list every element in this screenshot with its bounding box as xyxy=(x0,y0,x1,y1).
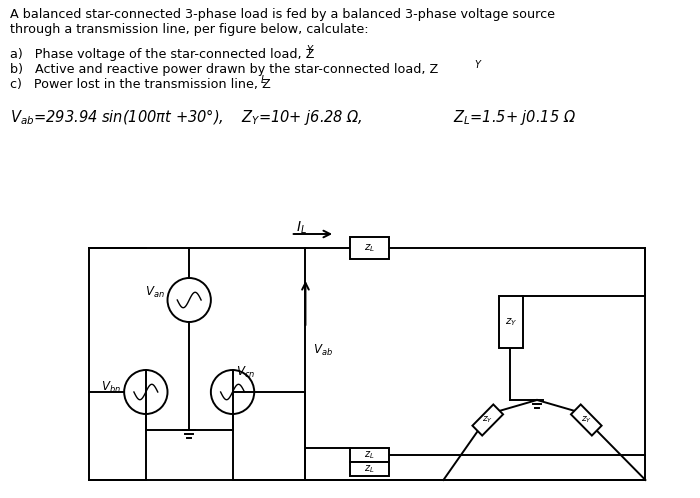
Text: a)   Phase voltage of the star-connected load, Z: a) Phase voltage of the star-connected l… xyxy=(10,48,314,61)
Text: $V_{cn}$: $V_{cn}$ xyxy=(235,365,255,379)
Bar xyxy=(350,448,389,462)
Text: $V_{an}$: $V_{an}$ xyxy=(145,284,164,300)
Text: $z_L$: $z_L$ xyxy=(364,463,374,475)
Polygon shape xyxy=(571,404,601,436)
Text: $V_{ab}$: $V_{ab}$ xyxy=(314,343,333,358)
Text: $z_Y$: $z_Y$ xyxy=(581,415,592,425)
Text: c)   Power lost in the transmission line, Z: c) Power lost in the transmission line, … xyxy=(10,78,271,91)
Text: Y: Y xyxy=(474,60,480,70)
Text: $z_L$: $z_L$ xyxy=(364,242,375,254)
Text: $z_L$: $z_L$ xyxy=(364,449,374,461)
Text: $Z_Y$=10+ j6.28 Ω,: $Z_Y$=10+ j6.28 Ω, xyxy=(241,108,363,127)
Text: $z_Y$: $z_Y$ xyxy=(482,415,493,425)
Text: L: L xyxy=(261,75,267,85)
Text: $Z_L$=1.5+ j0.15 Ω: $Z_L$=1.5+ j0.15 Ω xyxy=(454,108,577,127)
Bar xyxy=(350,237,389,259)
Text: $I_L$: $I_L$ xyxy=(295,220,307,237)
Polygon shape xyxy=(473,404,503,436)
Text: $z_Y$: $z_Y$ xyxy=(505,316,517,328)
Text: A balanced star-connected 3-phase load is fed by a balanced 3-phase voltage sour: A balanced star-connected 3-phase load i… xyxy=(10,8,555,21)
Bar xyxy=(498,296,523,348)
Text: $V_{ab}$=293.94 sin(100πt +30°),: $V_{ab}$=293.94 sin(100πt +30°), xyxy=(10,108,223,127)
Text: b)   Active and reactive power drawn by the star-connected load, Z: b) Active and reactive power drawn by th… xyxy=(10,63,438,76)
Text: Y: Y xyxy=(307,45,312,55)
Text: $V_{bn}$: $V_{bn}$ xyxy=(102,379,121,394)
Bar xyxy=(350,462,389,476)
Text: through a transmission line, per figure below, calculate:: through a transmission line, per figure … xyxy=(10,23,368,36)
